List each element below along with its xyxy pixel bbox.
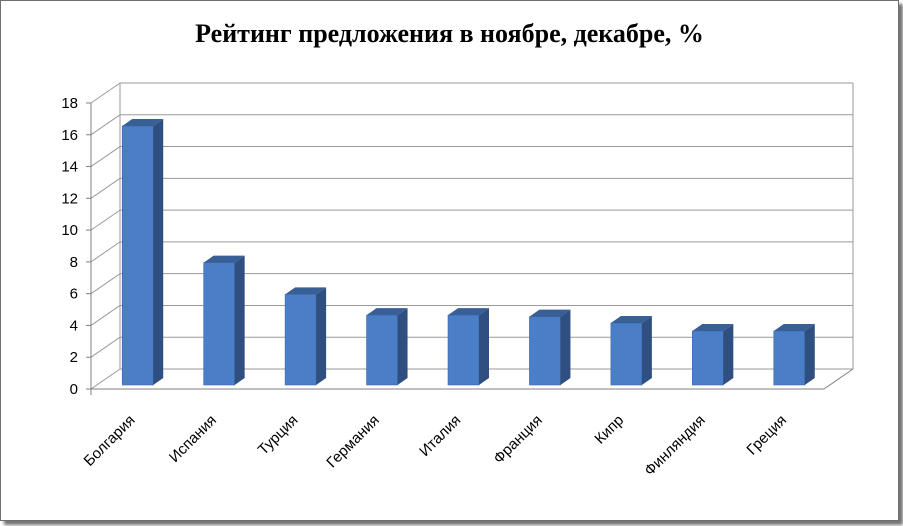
bar-top <box>122 119 164 127</box>
bar <box>203 255 245 386</box>
bar-side <box>234 255 245 385</box>
bar-top <box>692 323 734 331</box>
x-axis-labels: Болгария Испания Турция Германия Италия Франц… <box>81 412 790 480</box>
gridline-depth <box>90 305 121 326</box>
bar-side <box>723 323 734 385</box>
bar-top <box>773 323 815 331</box>
bar <box>366 308 408 386</box>
bar-side <box>316 287 327 385</box>
axes <box>86 83 854 395</box>
y-tick-label: 12 <box>61 190 78 207</box>
gridline-depth <box>90 82 121 104</box>
bar-side <box>479 308 489 385</box>
bar-front <box>773 330 806 386</box>
bar <box>610 316 652 386</box>
x-category-label: Германия <box>323 412 383 472</box>
y-tick-label: 8 <box>70 254 78 271</box>
x-category-label: Италия <box>416 412 464 460</box>
x-category-label: Испания <box>166 412 220 466</box>
bar <box>284 287 327 386</box>
bar <box>773 323 815 386</box>
gridline-depth <box>90 336 121 358</box>
bar-side <box>397 308 408 385</box>
bar <box>692 323 734 386</box>
bar-side <box>804 323 815 385</box>
bar-top <box>203 255 245 263</box>
bar-front <box>447 314 480 386</box>
x-category-label: Греция <box>743 412 790 459</box>
bar-side <box>641 316 652 385</box>
gridline-depth <box>90 273 121 295</box>
bar-side <box>560 309 571 385</box>
bar-top <box>610 316 652 324</box>
bar <box>529 309 571 386</box>
gridline-depth <box>90 241 121 263</box>
bar <box>447 308 489 386</box>
bar-top <box>448 308 489 316</box>
bar-front <box>203 262 235 386</box>
x-category-label: Болгария <box>81 412 139 470</box>
bar-front <box>366 314 398 386</box>
gridline-depth <box>90 146 121 167</box>
y-tick-label: 18 <box>61 95 78 112</box>
bar-front <box>284 294 317 386</box>
chart-title: Рейтинг предложения в ноябре, декабре, % <box>195 19 704 48</box>
bar <box>121 119 164 386</box>
x-category-label: Турция <box>255 412 302 459</box>
y-tick-label: 14 <box>61 159 78 176</box>
y-tick-label: 6 <box>70 286 78 303</box>
bar-side <box>153 119 164 385</box>
gridline-depth <box>90 114 121 136</box>
x-category-label: Франция <box>490 412 545 467</box>
y-tick-label: 16 <box>61 127 78 144</box>
floor-edge <box>823 368 854 390</box>
y-tick-label: 4 <box>70 317 78 334</box>
bar-top <box>366 308 408 316</box>
gridline-depth <box>90 368 121 390</box>
x-category-label: Финляндия <box>641 412 709 480</box>
y-tick-label: 10 <box>61 222 78 239</box>
bars <box>121 119 815 386</box>
y-axis-ticks: 0 2 4 6 8 10 12 14 16 18 <box>61 95 78 398</box>
bar-top <box>529 309 571 317</box>
bar-front <box>610 322 643 386</box>
x-category-label: Кипр <box>591 412 627 448</box>
bar-front <box>529 316 561 386</box>
y-tick-label: 2 <box>70 349 78 366</box>
bar-front <box>692 330 724 386</box>
bar-top <box>285 287 327 295</box>
gridline-depth <box>90 209 121 231</box>
gridline-depth <box>90 177 121 199</box>
y-tick-label: 0 <box>70 381 78 398</box>
bar-front <box>121 125 154 386</box>
